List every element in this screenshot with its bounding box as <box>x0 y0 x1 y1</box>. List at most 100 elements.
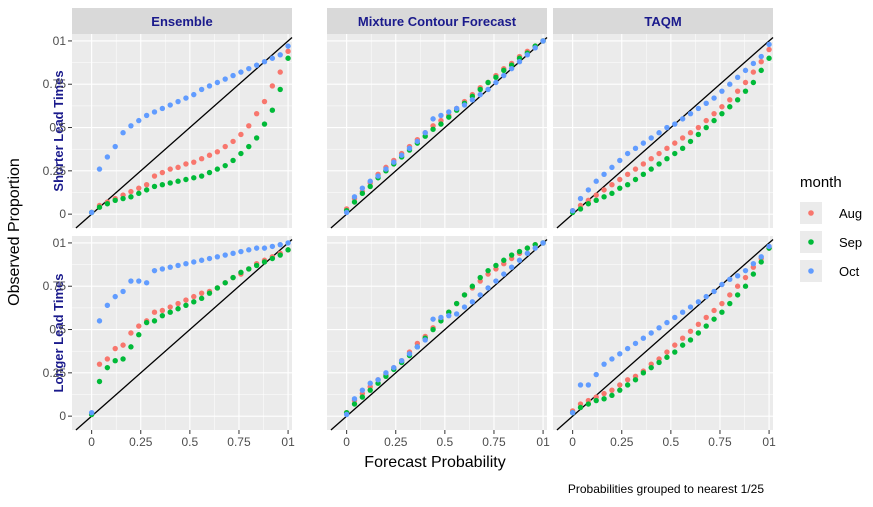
data-point <box>351 401 358 407</box>
data-point <box>151 309 158 315</box>
data-point <box>493 74 499 81</box>
data-point <box>175 164 181 171</box>
reference-line-identity <box>75 36 293 229</box>
data-point <box>143 187 150 193</box>
data-point <box>601 361 607 367</box>
data-point <box>261 59 268 65</box>
data-point <box>391 159 397 165</box>
x-tick-label: 0 <box>88 435 95 449</box>
data-point <box>167 309 173 315</box>
x-tick-label: 01 <box>281 435 295 449</box>
data-point <box>734 292 741 298</box>
data-point <box>183 95 189 101</box>
legend-label-sep: Sep <box>839 235 862 250</box>
data-point <box>719 300 725 307</box>
data-point <box>672 140 678 146</box>
data-point <box>191 159 197 165</box>
data-point <box>277 52 283 58</box>
data-point <box>679 145 686 152</box>
legend-label-aug: Aug <box>839 206 862 221</box>
data-point <box>159 181 166 188</box>
series-oct <box>343 240 546 418</box>
data-point <box>609 164 615 171</box>
data-point <box>648 330 654 336</box>
data-point <box>493 278 499 284</box>
strip-label-row-0: Shorter Lead Times <box>51 70 66 191</box>
data-point <box>136 278 142 284</box>
data-point <box>261 98 268 105</box>
data-point <box>640 335 647 341</box>
data-point <box>359 185 366 191</box>
data-point <box>167 166 173 172</box>
data-point <box>253 62 260 68</box>
data-point <box>742 67 749 74</box>
y-tick-label: 0 <box>59 409 66 423</box>
data-point <box>609 181 615 188</box>
data-point <box>222 143 228 150</box>
panel-r1-c1 <box>327 236 548 431</box>
data-point <box>461 292 468 298</box>
data-point <box>238 69 244 75</box>
strip-row-1: Longer Lead Times <box>51 274 66 393</box>
data-point <box>238 150 244 157</box>
series-sep <box>88 55 291 216</box>
data-point <box>461 102 468 108</box>
legend-key-aug <box>808 210 814 216</box>
data-point <box>183 261 189 267</box>
data-point <box>191 175 197 181</box>
data-point <box>198 156 205 162</box>
data-point <box>128 123 134 129</box>
data-point <box>230 72 236 79</box>
data-point <box>469 97 476 103</box>
data-point <box>758 59 764 65</box>
data-point <box>430 326 436 333</box>
data-point <box>640 140 647 146</box>
data-point <box>687 337 694 343</box>
data-point <box>656 130 662 136</box>
data-point <box>136 332 142 338</box>
data-point <box>632 166 639 172</box>
data-point <box>640 161 647 167</box>
x-tick-label: 0.75 <box>708 435 732 449</box>
series-sep <box>569 55 772 216</box>
data-point <box>532 45 538 51</box>
data-point <box>151 183 158 190</box>
data-point <box>734 283 741 289</box>
data-point <box>672 121 678 127</box>
series-aug <box>569 46 772 214</box>
data-point <box>104 356 111 362</box>
data-point <box>727 276 733 283</box>
data-point <box>477 274 483 281</box>
data-point <box>577 195 584 202</box>
data-point <box>640 370 647 376</box>
data-point <box>727 81 733 87</box>
data-point <box>664 156 670 162</box>
data-point <box>367 183 373 190</box>
data-point <box>711 316 717 322</box>
reference-line-identity <box>330 238 548 431</box>
series-oct <box>569 41 772 214</box>
legend-key-sep <box>808 239 814 245</box>
series-oct <box>88 240 291 416</box>
data-point <box>469 283 476 289</box>
data-point <box>167 304 173 310</box>
data-point <box>477 292 483 298</box>
data-point <box>191 259 197 265</box>
data-point <box>758 67 764 74</box>
data-point <box>719 281 725 288</box>
data-point <box>617 185 623 191</box>
data-point <box>175 262 181 269</box>
data-point <box>175 306 181 312</box>
data-point <box>711 117 717 124</box>
data-point <box>617 387 623 393</box>
data-point <box>375 377 381 383</box>
data-point <box>246 143 252 150</box>
data-point <box>734 273 741 279</box>
data-point <box>766 46 772 53</box>
data-point <box>703 100 709 106</box>
data-point <box>617 351 623 357</box>
data-point <box>112 358 118 364</box>
data-point <box>136 117 142 124</box>
data-point <box>183 161 189 167</box>
data-point <box>516 59 523 65</box>
